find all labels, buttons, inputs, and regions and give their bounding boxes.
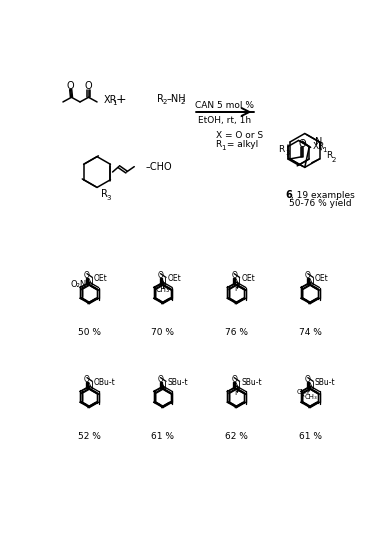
Text: CH₃: CH₃ (156, 284, 170, 294)
Text: 3: 3 (106, 195, 111, 201)
Text: O: O (67, 81, 74, 91)
Text: 3: 3 (285, 150, 290, 156)
Text: XR: XR (313, 142, 326, 151)
Text: –CHO: –CHO (145, 162, 172, 172)
Text: N: N (233, 278, 240, 287)
Text: R: R (278, 145, 285, 154)
Text: 70 %: 70 % (151, 328, 174, 337)
Text: OEt: OEt (315, 273, 328, 283)
Text: CAN 5 mol %: CAN 5 mol % (196, 101, 254, 110)
Text: N: N (86, 278, 93, 287)
Text: R: R (326, 151, 332, 161)
Text: SBu-t: SBu-t (241, 378, 262, 386)
Text: CH₃: CH₃ (297, 390, 309, 396)
Text: 2: 2 (331, 157, 336, 163)
Text: R: R (216, 140, 222, 149)
Text: R: R (158, 94, 164, 104)
Text: F: F (234, 388, 239, 397)
Text: , 19 examples: , 19 examples (291, 191, 354, 199)
Text: F: F (234, 284, 239, 293)
Text: N: N (315, 137, 323, 147)
Text: N: N (160, 278, 166, 287)
Text: O: O (231, 375, 237, 384)
Text: OBu-t: OBu-t (94, 378, 116, 386)
Text: OEt: OEt (167, 273, 181, 283)
Text: 61 %: 61 % (299, 432, 322, 441)
Text: 62 %: 62 % (225, 432, 248, 441)
Text: N: N (86, 381, 93, 391)
Text: XR: XR (103, 95, 117, 105)
Text: OEt: OEt (241, 273, 255, 283)
Text: N: N (160, 381, 166, 391)
Text: = alkyl: = alkyl (224, 140, 258, 149)
Text: O: O (305, 375, 311, 384)
Text: O: O (84, 271, 90, 279)
Text: 52 %: 52 % (78, 432, 101, 441)
Text: 76 %: 76 % (225, 328, 248, 337)
Text: O: O (158, 375, 163, 384)
Text: SBu-t: SBu-t (167, 378, 188, 386)
Text: OEt: OEt (94, 273, 108, 283)
Text: O: O (231, 271, 237, 279)
Text: X = O or S: X = O or S (216, 130, 263, 140)
Text: 6: 6 (285, 190, 292, 200)
Text: O: O (158, 271, 163, 279)
Text: SBu-t: SBu-t (315, 378, 336, 386)
Text: O: O (305, 271, 311, 279)
Text: +: + (116, 93, 126, 106)
Text: EtOH, rt, 1h: EtOH, rt, 1h (198, 116, 252, 125)
Text: R: R (101, 190, 108, 199)
Text: 2: 2 (163, 99, 167, 105)
Text: 2: 2 (181, 99, 185, 105)
Text: O: O (84, 375, 90, 384)
Text: N: N (307, 381, 314, 391)
Text: 50 %: 50 % (78, 328, 101, 337)
Text: 50-76 % yield: 50-76 % yield (289, 199, 352, 208)
Text: 74 %: 74 % (299, 328, 321, 337)
Text: 1: 1 (322, 147, 326, 153)
Text: O: O (299, 139, 306, 149)
Text: –NH: –NH (166, 94, 186, 104)
Text: N: N (233, 381, 240, 391)
Text: 1: 1 (113, 100, 117, 106)
Text: CH₃: CH₃ (305, 394, 318, 400)
Text: 1: 1 (221, 145, 225, 151)
Text: O: O (85, 81, 93, 91)
Text: O₂N: O₂N (71, 280, 87, 289)
Text: N: N (307, 278, 314, 287)
Text: 61 %: 61 % (151, 432, 174, 441)
